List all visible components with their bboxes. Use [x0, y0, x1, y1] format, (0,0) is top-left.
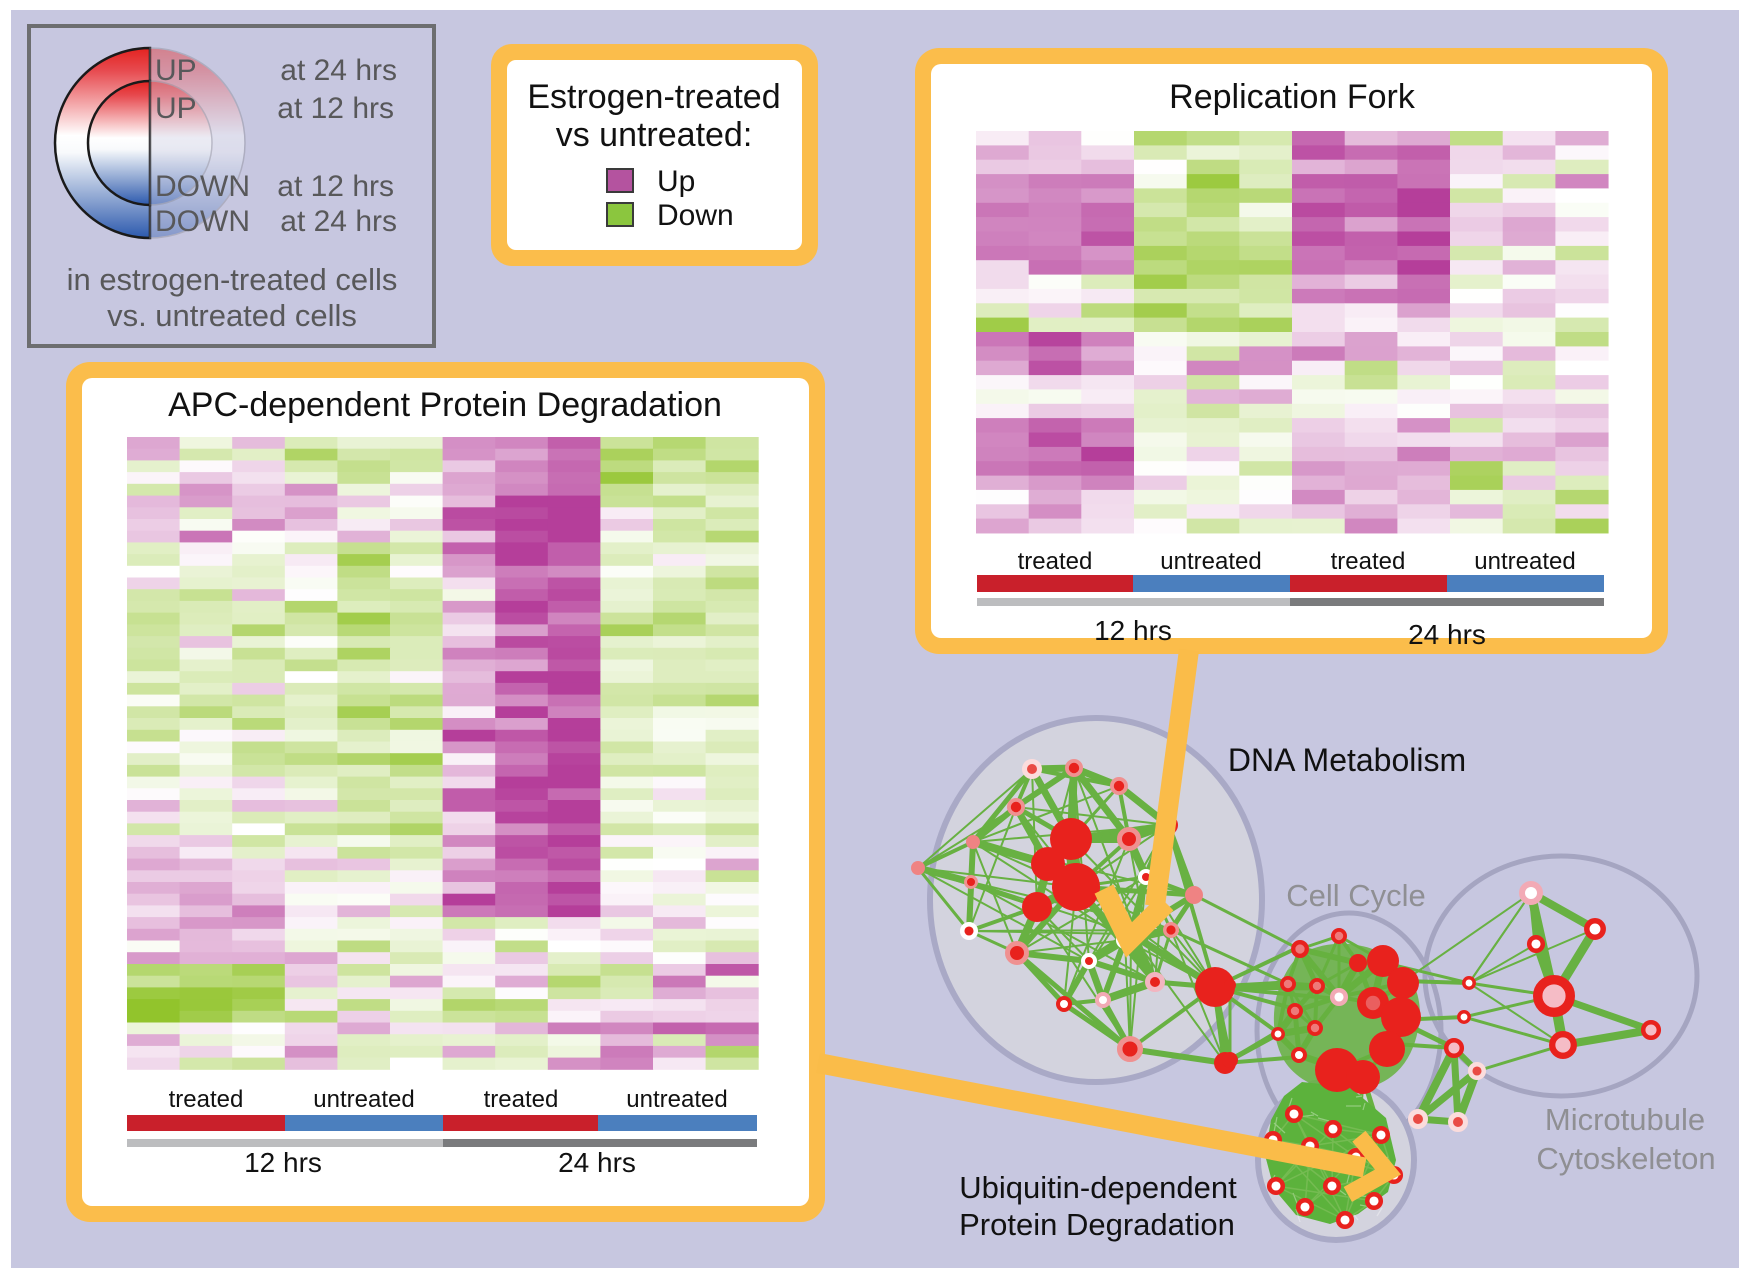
svg-text:treated: treated: [1331, 548, 1406, 575]
svg-text:at 24 hrs: at 24 hrs: [280, 205, 397, 238]
svg-text:vs. untreated cells: vs. untreated cells: [107, 298, 357, 333]
svg-text:vs untreated:: vs untreated:: [556, 116, 753, 154]
svg-text:Cell Cycle: Cell Cycle: [1286, 878, 1426, 913]
svg-text:DNA Metabolism: DNA Metabolism: [1228, 742, 1466, 778]
svg-text:APC-dependent Protein Degradat: APC-dependent Protein Degradation: [168, 386, 722, 424]
svg-text:treated: treated: [484, 1086, 559, 1113]
svg-text:at 12 hrs: at 12 hrs: [277, 92, 394, 125]
svg-text:UP: UP: [155, 92, 197, 125]
svg-text:Microtubule: Microtubule: [1545, 1102, 1705, 1137]
svg-text:Estrogen-treated: Estrogen-treated: [527, 78, 780, 116]
svg-text:24 hrs: 24 hrs: [1408, 619, 1486, 650]
svg-text:24 hrs: 24 hrs: [558, 1147, 636, 1178]
svg-text:untreated: untreated: [313, 1086, 414, 1113]
svg-text:treated: treated: [169, 1086, 244, 1113]
svg-text:Ubiquitin-dependent: Ubiquitin-dependent: [959, 1170, 1237, 1205]
svg-text:DOWN: DOWN: [155, 205, 250, 238]
svg-text:in estrogen-treated cells: in estrogen-treated cells: [67, 262, 398, 297]
svg-text:Cytoskeleton: Cytoskeleton: [1536, 1141, 1715, 1176]
svg-text:untreated: untreated: [1160, 548, 1261, 575]
svg-text:at 24 hrs: at 24 hrs: [280, 54, 397, 87]
svg-text:12 hrs: 12 hrs: [244, 1147, 322, 1178]
svg-text:Replication Fork: Replication Fork: [1169, 78, 1416, 116]
svg-text:untreated: untreated: [1474, 548, 1575, 575]
svg-text:treated: treated: [1018, 548, 1093, 575]
svg-text:12 hrs: 12 hrs: [1094, 615, 1172, 646]
svg-text:Protein Degradation: Protein Degradation: [959, 1207, 1235, 1242]
svg-text:untreated: untreated: [626, 1086, 727, 1113]
svg-text:Up: Up: [657, 165, 695, 198]
svg-text:DOWN: DOWN: [155, 170, 250, 203]
svg-text:at 12 hrs: at 12 hrs: [277, 170, 394, 203]
svg-text:UP: UP: [155, 54, 197, 87]
svg-text:Down: Down: [657, 199, 734, 232]
